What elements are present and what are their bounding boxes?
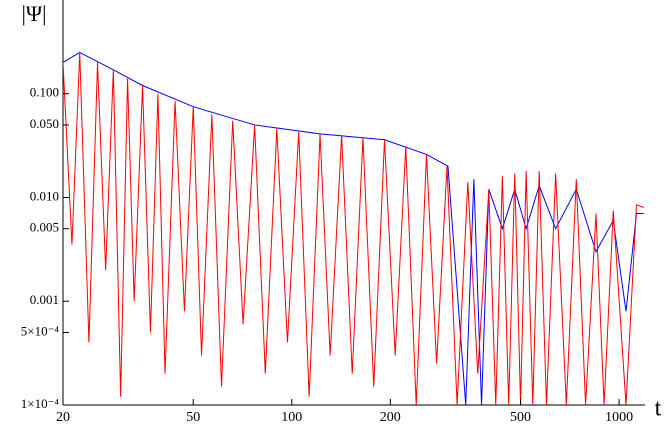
- y-tick-label: 0.005: [30, 220, 59, 235]
- x-tick-label: 1000: [605, 410, 633, 425]
- x-axis-label: t: [655, 396, 662, 422]
- y-tick-label: 5×10⁻⁴: [21, 323, 60, 338]
- plot-area: [63, 51, 644, 405]
- y-tick-label: 0.001: [30, 292, 59, 307]
- x-tick-label: 100: [281, 410, 302, 425]
- series-line: [63, 52, 644, 405]
- x-tick-label: 50: [186, 410, 200, 425]
- y-tick-label: 1×10⁻⁴: [21, 396, 60, 411]
- x-tick-label: 200: [380, 410, 401, 425]
- y-tick-label: 0.100: [30, 85, 59, 100]
- x-tick-label: 500: [510, 410, 531, 425]
- y-tick-label: 0.050: [30, 116, 59, 131]
- x-tick-label: 20: [56, 410, 70, 425]
- y-axis-label: |Ψ|: [21, 1, 46, 26]
- y-tick-label: 0.010: [30, 188, 59, 203]
